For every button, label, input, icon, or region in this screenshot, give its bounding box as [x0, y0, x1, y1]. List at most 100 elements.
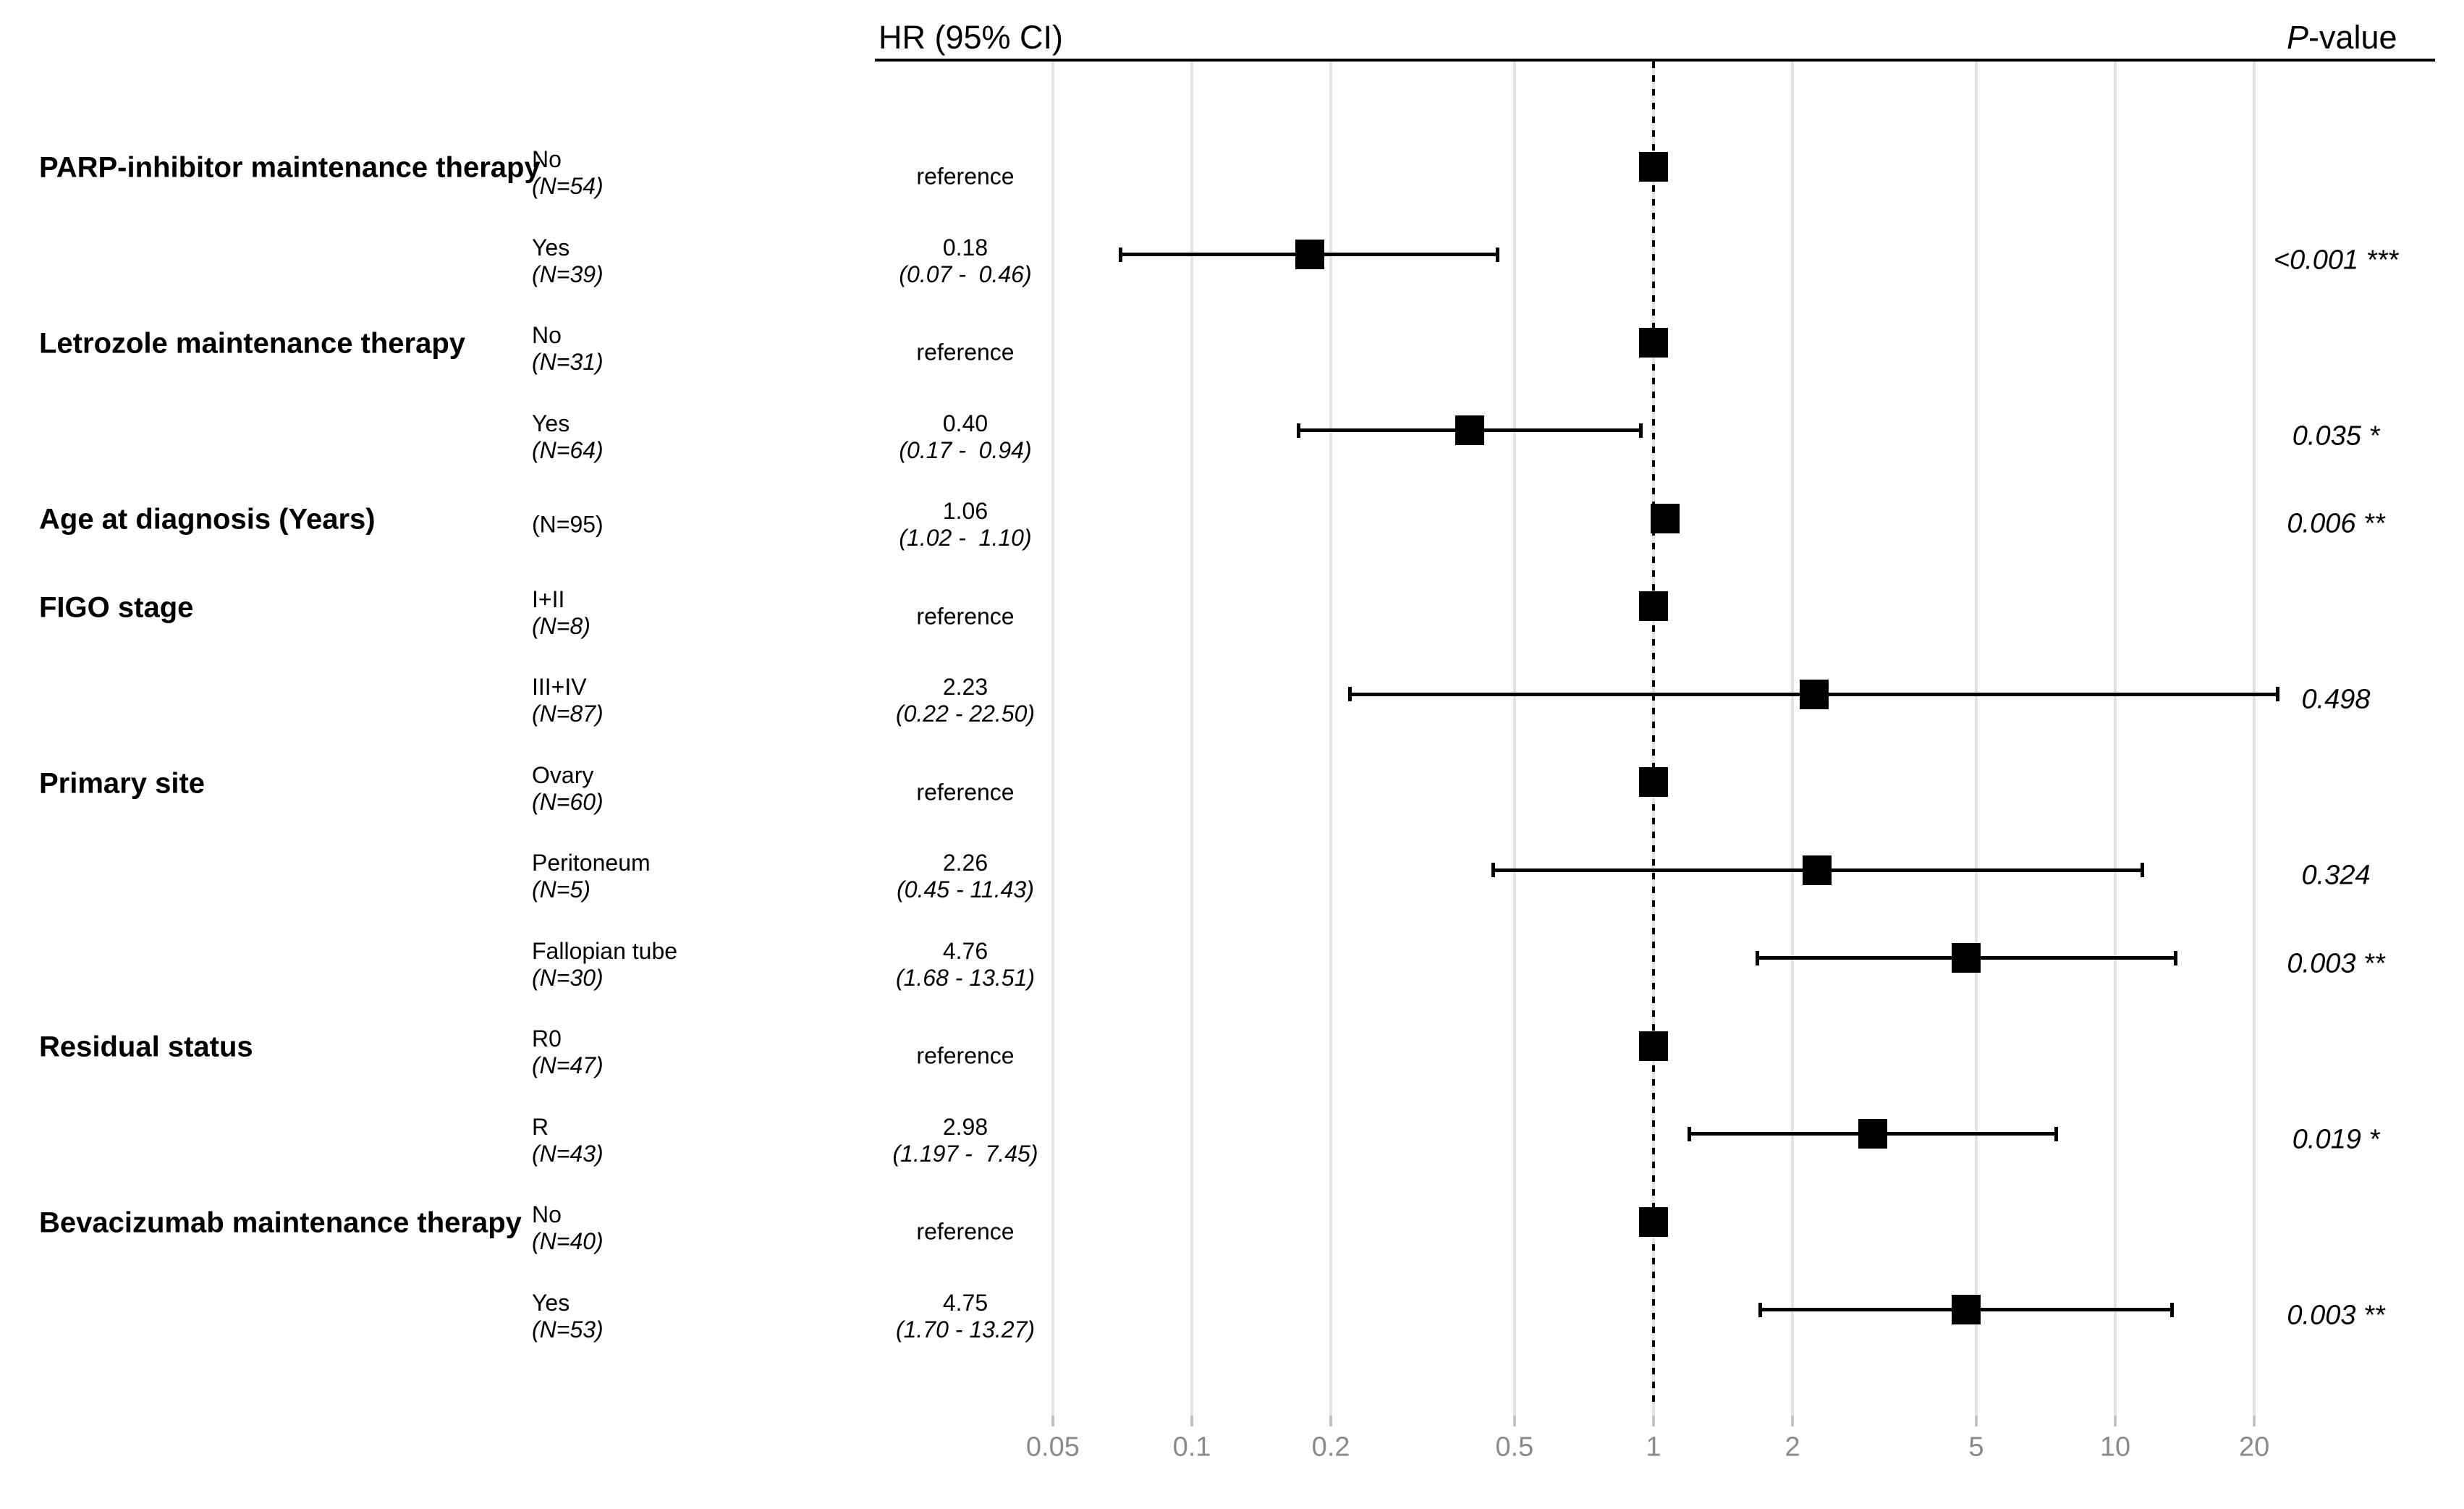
level-name: No [532, 322, 562, 348]
level-label: R0 (N=47) [532, 1026, 604, 1079]
p-value-label: 0.324 [2301, 860, 2371, 891]
p-value-label: 0.003 ** [2287, 1300, 2385, 1330]
header-rule [875, 59, 2435, 62]
n-label: (N=8) [532, 612, 590, 639]
hr-point-estimate [1639, 1206, 1668, 1237]
hr-point-estimate [1651, 503, 1680, 533]
reference-line [1652, 62, 1655, 1408]
ci-label: (1.70 - 13.27) [895, 1316, 1036, 1343]
n-label: (N=87) [532, 701, 604, 727]
p-value-label: <0.001 *** [2273, 245, 2399, 275]
p-value-header-suffix: -value [2308, 19, 2397, 56]
x-tick-label: 0.2 [1311, 1432, 1350, 1463]
x-tick-label: 0.05 [1025, 1432, 1080, 1463]
p-value-label: 0.019 * [2292, 1124, 2380, 1154]
ci-label: (1.02 - 1.10) [899, 525, 1032, 551]
hr-value: 2.26 [942, 850, 988, 876]
n-label: (N=95) [532, 511, 604, 538]
group-label: PARP-inhibitor maintenance therapy [39, 151, 541, 184]
level-label: Fallopian tube (N=30) [532, 938, 677, 992]
ci-cap-left [1348, 687, 1352, 701]
hr-estimate-label: 2.98 (1.197 - 7.45) [893, 1114, 1038, 1167]
level-name: Yes [532, 410, 570, 436]
hr-ci-header: HR (95% CI) [879, 19, 1064, 56]
ci-cap-right [2173, 950, 2177, 965]
level-name: Peritoneum [532, 850, 651, 876]
ci-cap-left [1296, 423, 1300, 438]
level-name: Yes [532, 234, 570, 261]
x-gridline [1512, 62, 1516, 1416]
n-label: (N=5) [532, 876, 590, 903]
hr-estimate-label: 2.26 (0.45 - 11.43) [897, 850, 1034, 903]
x-tick-label: 0.5 [1495, 1432, 1534, 1463]
hr-value: 4.75 [942, 1289, 988, 1316]
ci-cap-right [1639, 423, 1643, 438]
hr-estimate-label: reference [916, 603, 1015, 629]
hr-estimate-label: 0.40 (0.17 - 0.94) [899, 410, 1031, 464]
level-name: Ovary [532, 761, 594, 788]
hr-point-estimate [1800, 679, 1829, 709]
hr-point-estimate [1639, 327, 1668, 358]
ci-label: (0.07 - 0.46) [899, 261, 1032, 287]
level-name: R [532, 1113, 549, 1140]
hr-point-estimate [1858, 1119, 1887, 1149]
hr-point-estimate [1951, 1295, 1981, 1324]
level-label: No (N=40) [532, 1201, 604, 1255]
hr-estimate-label: 4.76 (1.68 - 13.51) [896, 938, 1035, 992]
group-label: Bevacizumab maintenance therapy [39, 1206, 522, 1239]
level-label: Peritoneum (N=5) [532, 850, 651, 903]
x-tick-mark [1791, 1416, 1795, 1426]
x-gridline [2114, 62, 2117, 1416]
x-gridline [1791, 62, 1795, 1416]
p-value-label: 0.498 [2301, 684, 2371, 715]
hr-value: 1.06 [942, 498, 988, 524]
ci-cap-left [1118, 247, 1122, 262]
hr-estimate-label: reference [916, 339, 1015, 365]
ci-cap-left [1688, 1126, 1692, 1141]
hr-estimate-label: reference [916, 163, 1015, 190]
level-label: No (N=31) [532, 322, 604, 376]
group-label: Age at diagnosis (Years) [39, 503, 376, 536]
n-label: (N=30) [532, 964, 604, 991]
n-label: (N=31) [532, 349, 604, 375]
x-gridline [1190, 62, 1193, 1416]
n-label: (N=40) [532, 1228, 604, 1254]
x-tick-mark [1190, 1416, 1193, 1426]
n-label: (N=43) [532, 1140, 604, 1167]
p-value-header-italic-p: P [2287, 19, 2309, 56]
p-value-label: 0.003 ** [2287, 948, 2385, 978]
hr-estimate-label: reference [916, 1042, 1015, 1069]
ci-label: (1.197 - 7.45) [892, 1140, 1038, 1167]
ci-cap-right [2276, 687, 2280, 701]
level-label: Yes (N=53) [532, 1290, 604, 1343]
hr-point-estimate [1639, 151, 1668, 182]
level-name: No [532, 146, 562, 172]
x-gridline [1974, 62, 1978, 1416]
x-tick-mark [1512, 1416, 1516, 1426]
p-value-label: 0.035 * [2292, 420, 2380, 451]
ci-label: (0.17 - 0.94) [899, 436, 1032, 463]
level-name: Fallopian tube [532, 937, 678, 964]
group-label: Letrozole maintenance therapy [39, 327, 466, 360]
ci-cap-right [1496, 247, 1500, 262]
x-tick-label: 20 [2238, 1432, 2270, 1463]
hr-point-estimate [1952, 943, 1981, 973]
n-label: (N=47) [532, 1052, 604, 1078]
level-name: III+IV [532, 674, 587, 700]
level-label: I+II (N=8) [532, 586, 590, 640]
hr-estimate-label: reference [916, 1218, 1015, 1245]
level-label: No (N=54) [532, 146, 604, 200]
group-label: FIGO stage [39, 591, 194, 623]
ci-label: (0.22 - 22.50) [895, 701, 1036, 727]
hr-value: 0.18 [942, 234, 988, 261]
level-name: R0 [532, 1026, 562, 1052]
hr-value: 2.98 [942, 1113, 988, 1140]
hr-point-estimate [1639, 591, 1668, 621]
x-tick-label: 1 [1646, 1432, 1661, 1463]
x-tick-mark [2253, 1416, 2256, 1426]
x-tick-mark [1051, 1416, 1054, 1426]
hr-estimate-label: reference [916, 779, 1015, 805]
ci-label: (0.45 - 11.43) [897, 876, 1034, 903]
p-value-label: 0.006 ** [2287, 508, 2385, 539]
